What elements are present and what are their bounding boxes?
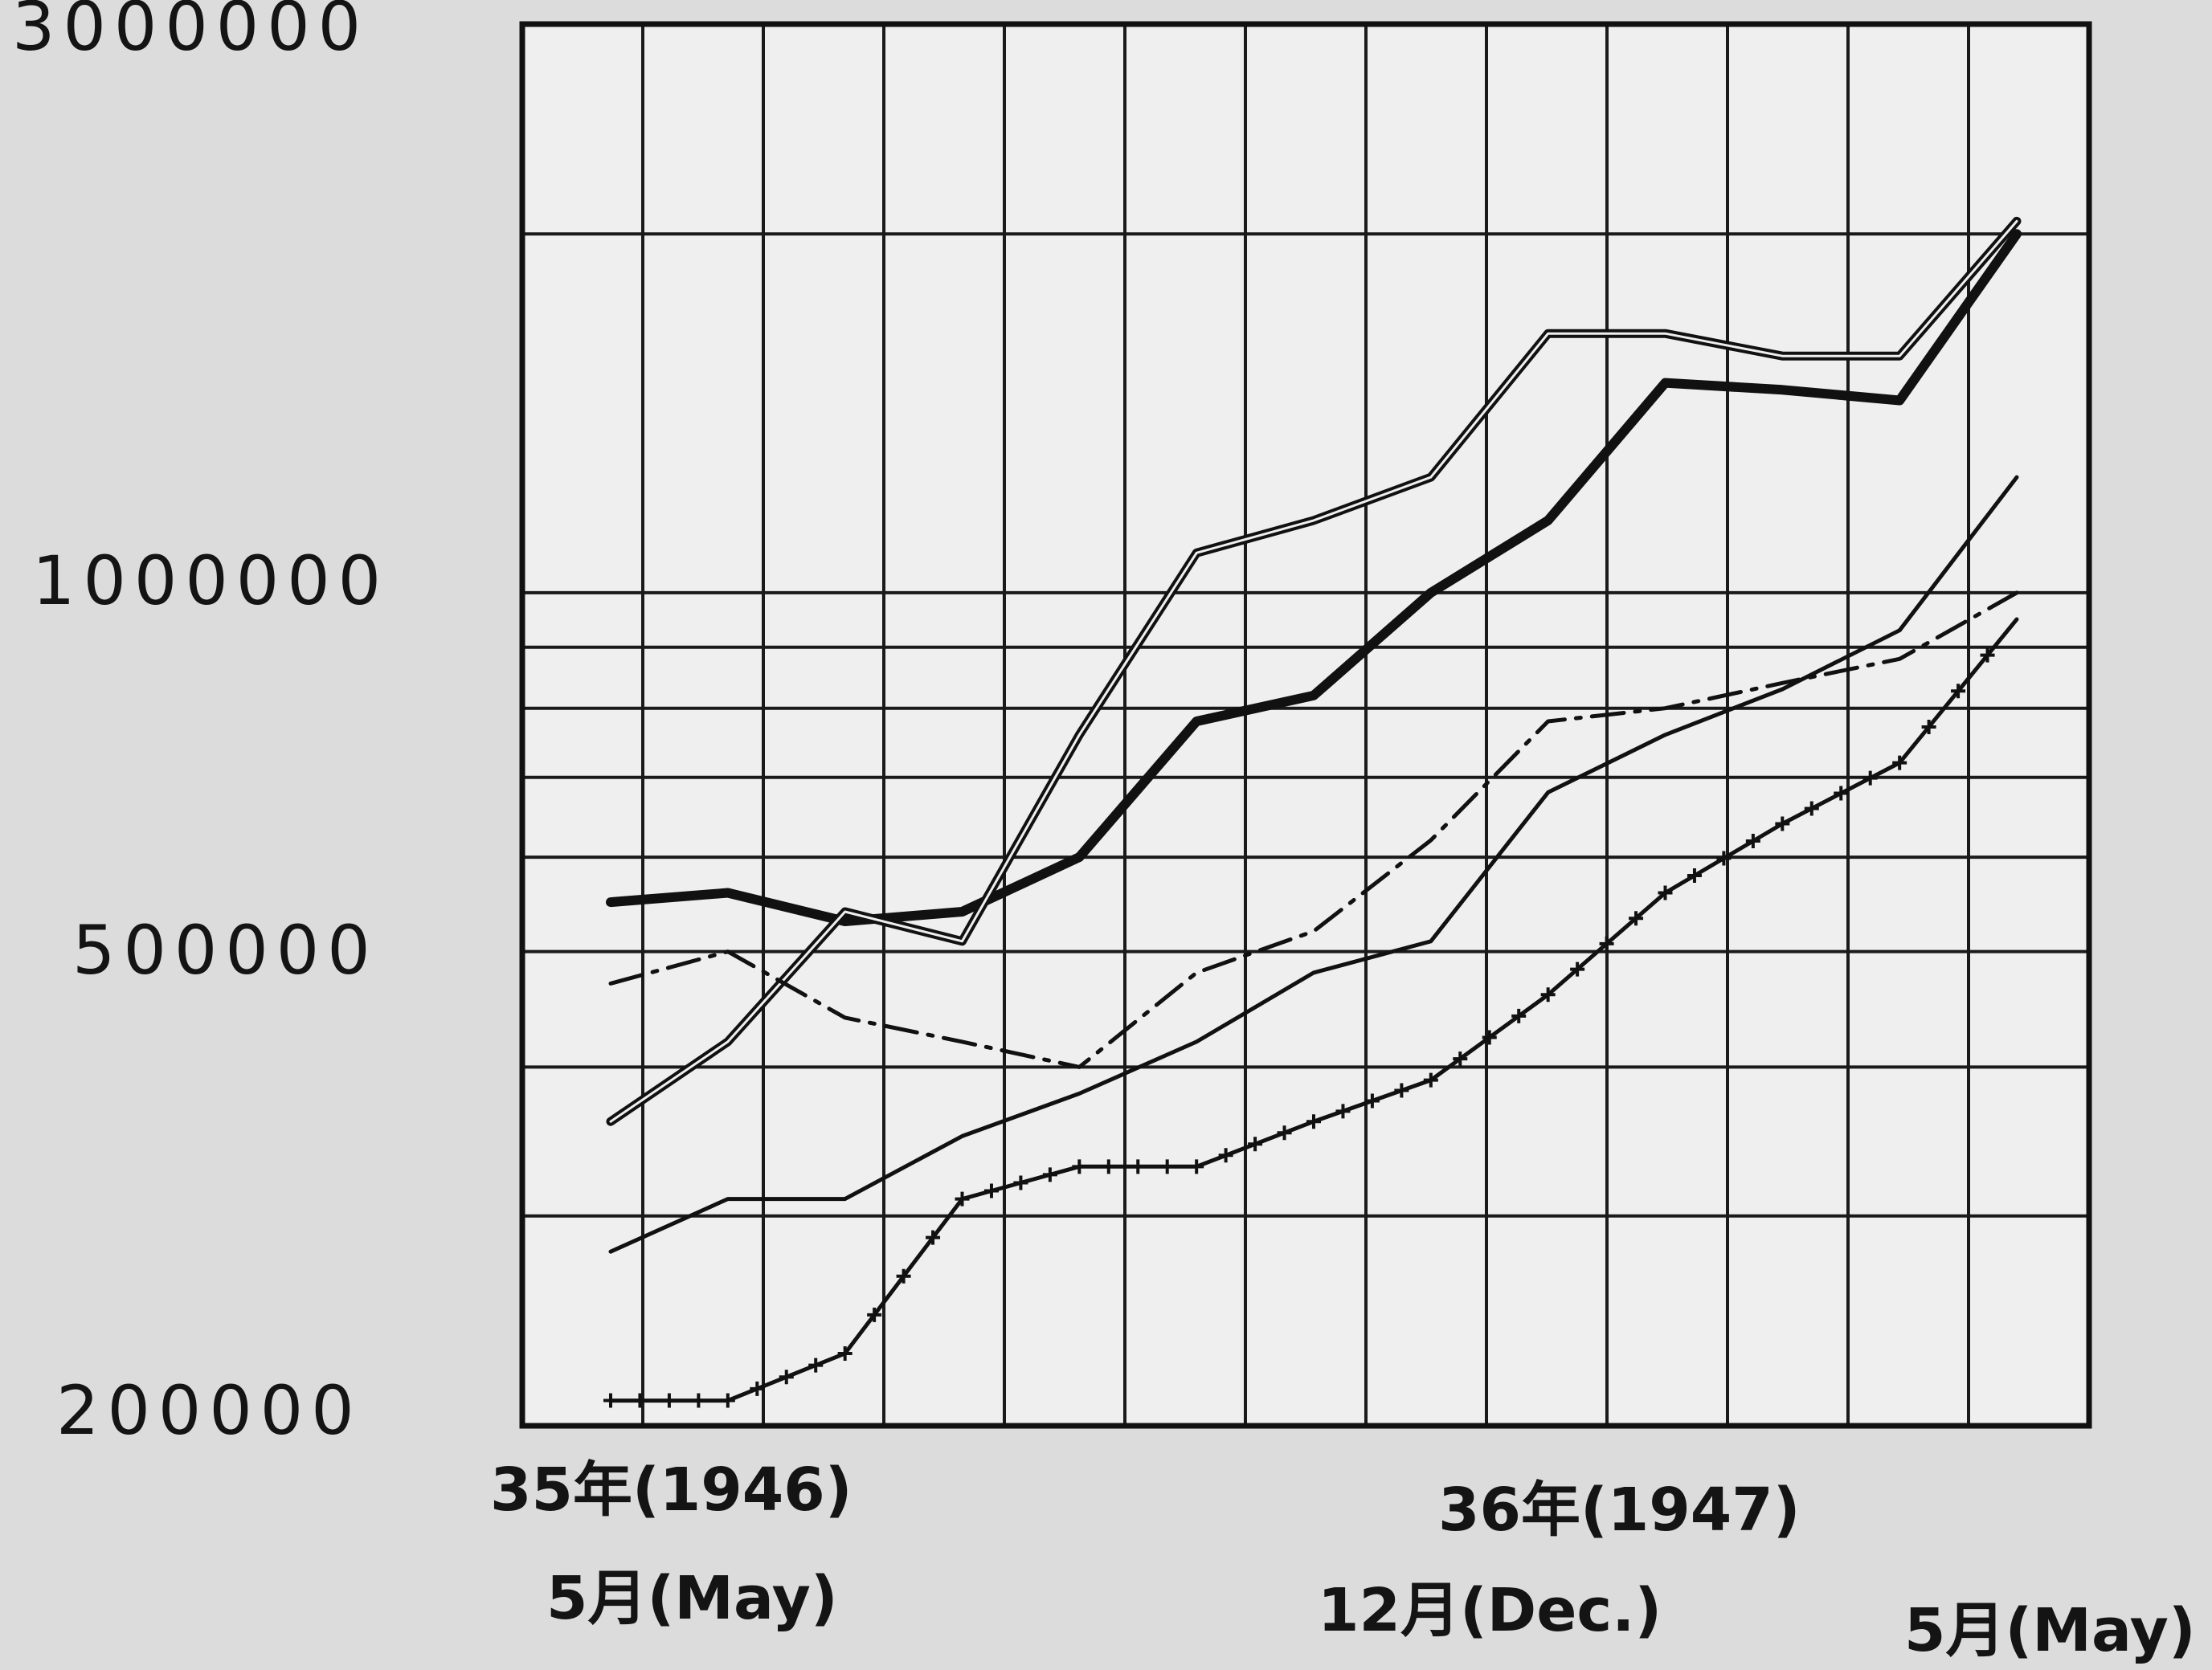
cross-marker	[1482, 1030, 1497, 1045]
x-tick-year-label: 36年(1947)	[1438, 1476, 1801, 1545]
cross-marker	[1980, 647, 1995, 663]
plot-paper	[522, 24, 2089, 1426]
grid	[522, 24, 2089, 1426]
plot-frame	[519, 21, 2092, 1429]
cross-marker	[1745, 834, 1760, 849]
cross-marker	[1335, 1104, 1351, 1119]
series-line	[606, 229, 2022, 926]
y-tick-label: 1000000	[32, 541, 389, 620]
series-line	[608, 590, 2019, 1069]
series-line	[608, 475, 2019, 1254]
cross-marker	[837, 1345, 852, 1361]
x-tick-month-label: 5月(May)	[546, 1564, 838, 1633]
cross-marker	[1042, 1167, 1057, 1182]
cross-marker	[1599, 936, 1614, 951]
cross-marker	[1834, 786, 1849, 801]
cross-marker	[1921, 719, 1936, 734]
cross-marker	[1394, 1083, 1409, 1098]
cross-marker	[1218, 1148, 1233, 1163]
x-axis: 35年(1946) 5月(May) 36年(1947) 12月(Dec.) 5月…	[490, 1456, 2196, 1665]
x-tick-month-label: 12月(Dec.)	[1318, 1576, 1662, 1645]
cross-marker	[1570, 962, 1585, 977]
cross-marker	[1248, 1137, 1263, 1152]
y-tick-label: 3000000	[12, 0, 369, 66]
cross-marker	[603, 1393, 618, 1408]
cross-marker	[1277, 1125, 1292, 1141]
x-tick-year-label: 35年(1946)	[490, 1456, 852, 1525]
y-tick-label: 500000	[72, 911, 378, 990]
cross-marker	[750, 1381, 765, 1396]
cross-marker	[1687, 868, 1702, 884]
series-2	[606, 216, 2022, 1126]
cross-marker	[926, 1230, 941, 1245]
cross-marker	[1364, 1093, 1380, 1109]
cross-marker	[1804, 801, 1819, 816]
cross-marker	[1423, 1072, 1438, 1088]
cross-marker	[1013, 1175, 1028, 1190]
y-tick-label: 200000	[56, 1371, 362, 1450]
cross-marker	[808, 1358, 824, 1373]
cross-marker	[1306, 1114, 1321, 1129]
series-1	[606, 229, 2022, 926]
cross-marker	[1511, 1008, 1527, 1023]
cross-marker	[1658, 885, 1673, 900]
cross-marker	[1131, 1159, 1146, 1174]
series-3	[608, 590, 2019, 1069]
cross-marker	[720, 1393, 735, 1408]
cross-marker	[1862, 770, 1878, 786]
series-group	[603, 216, 2022, 1408]
cross-marker	[1159, 1159, 1175, 1174]
cross-marker	[867, 1307, 882, 1322]
cross-marker	[691, 1393, 706, 1408]
cross-marker	[1453, 1051, 1468, 1067]
cross-marker	[661, 1393, 677, 1408]
series-line	[609, 219, 2018, 1123]
cross-marker	[1072, 1159, 1087, 1174]
cross-marker	[1716, 851, 1732, 866]
cross-marker	[955, 1191, 970, 1207]
series-5	[603, 617, 2019, 1408]
cross-marker	[1775, 816, 1790, 831]
cross-marker	[632, 1393, 648, 1408]
series-4	[608, 475, 2019, 1254]
cross-marker	[1629, 911, 1644, 926]
cross-marker	[1101, 1159, 1116, 1174]
y-axis: 3000000 1000000 500000 200000	[12, 0, 389, 1450]
cross-marker	[1892, 755, 1907, 770]
x-tick-month-label: 5月(May)	[1904, 1596, 2196, 1665]
cross-marker	[983, 1183, 999, 1198]
cross-marker	[896, 1268, 911, 1284]
cross-marker	[779, 1370, 794, 1385]
cross-marker	[1951, 684, 1966, 699]
cross-marker	[1189, 1159, 1204, 1174]
cross-marker	[1540, 987, 1556, 1002]
